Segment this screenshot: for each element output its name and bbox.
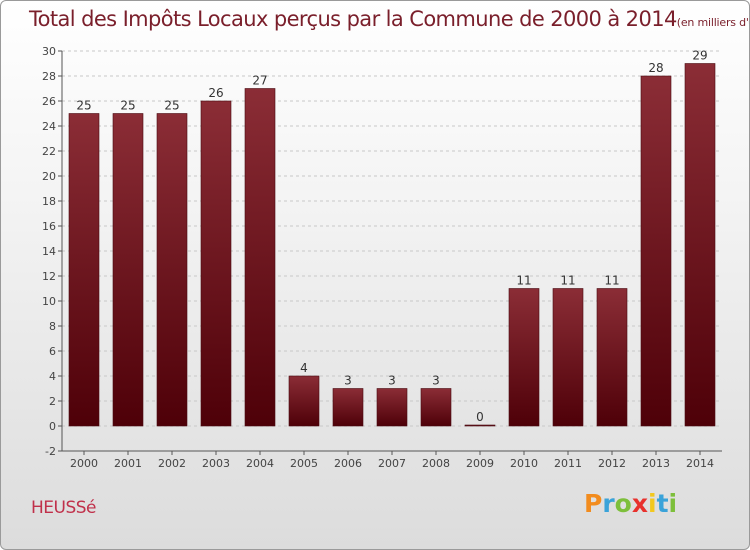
bar [508,288,540,427]
y-tick-label: 16 [42,220,56,233]
bar [332,388,364,427]
x-tick-label: 2002 [158,457,186,470]
data-label: 4 [300,361,308,375]
x-tick-label: 2001 [114,457,142,470]
bar [420,388,452,427]
bar [112,113,144,427]
data-label: 3 [432,374,440,388]
x-tick-label: 2011 [554,457,582,470]
logo-letter: x [631,489,648,518]
data-label: 27 [252,74,267,88]
x-tick-label: 2004 [246,457,274,470]
y-tick-label: 6 [49,345,56,358]
y-tick-label: 26 [42,95,56,108]
x-tick-label: 2009 [466,457,494,470]
y-tick-label: 4 [49,370,56,383]
proxiti-logo: Proxiti [584,489,677,518]
y-tick-label: -2 [45,445,56,458]
data-label: 25 [164,99,179,113]
y-tick-label: 28 [42,70,56,83]
bar [68,113,100,427]
data-label: 25 [120,99,135,113]
bar [244,88,276,427]
data-label: 11 [560,274,575,288]
x-tick-label: 2006 [334,457,362,470]
data-label: 25 [76,99,91,113]
logo-letter: r [602,489,615,518]
x-tick-label: 2000 [70,457,98,470]
bar [640,75,672,427]
logo-letter: i [668,489,678,518]
x-tick-label: 2010 [510,457,538,470]
x-tick-label: 2007 [378,457,406,470]
x-tick-label: 2005 [290,457,318,470]
y-tick-label: 8 [49,320,56,333]
data-label: 26 [208,86,223,100]
bar [200,100,232,427]
data-label: 29 [692,49,707,63]
y-tick-label: 10 [42,295,56,308]
bars [68,63,716,427]
y-tick-label: 12 [42,270,56,283]
bar [596,288,628,427]
chart-unit-label: (en milliers d'€) [676,16,749,29]
bar [376,388,408,427]
x-tick-label: 2014 [686,457,714,470]
y-tick-label: 0 [49,420,56,433]
x-tick-label: 2013 [642,457,670,470]
chart-title-block: Total des Impôts Locaux perçus par la Co… [29,7,749,31]
bar [552,288,584,427]
data-label: 11 [516,274,531,288]
y-tick-label: 24 [42,120,56,133]
y-tick-label: 22 [42,145,56,158]
y-tick-label: 14 [42,245,56,258]
x-tick-label: 2003 [202,457,230,470]
chart-title: Total des Impôts Locaux perçus par la Co… [29,7,677,31]
data-label: 0 [476,410,484,424]
y-tick-label: 2 [49,395,56,408]
x-tick-label: 2008 [422,457,450,470]
logo-letter: P [584,489,603,518]
bar [464,424,496,427]
bar [156,113,188,427]
logo-letter: o [614,489,632,518]
data-label: 28 [648,61,663,75]
data-label: 3 [388,374,396,388]
bar [288,375,320,427]
y-tick-label: 20 [42,170,56,183]
data-label: 11 [604,274,619,288]
data-label: 3 [344,374,352,388]
y-tick-label: 18 [42,195,56,208]
x-tick-label: 2012 [598,457,626,470]
logo-letter: t [656,489,669,518]
bar [684,63,716,427]
y-tick-label: 30 [42,45,56,58]
commune-name: HEUSSé [31,498,97,518]
logo-letter: i [648,489,657,518]
data-labels: 25 25 25 26 27 4 3 3 3 0 11 11 11 28 29 [76,49,707,425]
